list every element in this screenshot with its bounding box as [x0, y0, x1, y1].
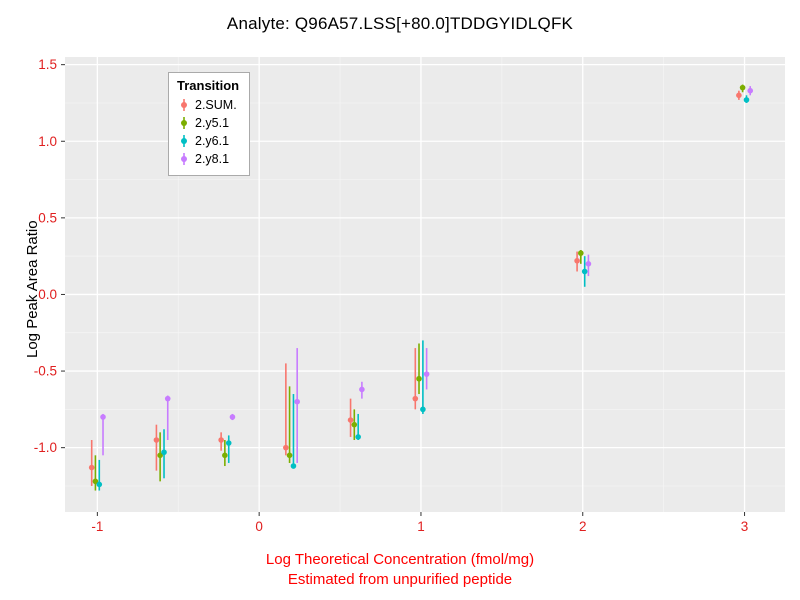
data-point [88, 464, 95, 471]
data-point [585, 261, 592, 267]
data-point [222, 452, 228, 459]
data-point [225, 440, 232, 446]
x-tick-label: 1 [417, 519, 425, 534]
data-point [161, 449, 167, 456]
data-point [423, 371, 430, 377]
legend-item: 2.y5.1 [177, 114, 239, 132]
legend-item: 2.y8.1 [177, 150, 239, 168]
legend-glyph [181, 135, 187, 147]
y-tick-label: -0.5 [34, 364, 57, 379]
data-point [747, 87, 754, 94]
legend-label: 2.y6.1 [195, 134, 230, 148]
data-point [420, 406, 426, 413]
y-tick-label: -1.0 [34, 440, 57, 455]
y-tick-label: 1.5 [38, 57, 57, 72]
data-point [743, 97, 750, 103]
legend-label: 2.SUM. [195, 98, 237, 112]
x-axis-sublabel: Estimated from unpurified peptide [287, 571, 513, 588]
data-point [157, 452, 163, 459]
data-point [294, 398, 300, 405]
legend-glyph [181, 153, 187, 165]
x-axis-label: Log Theoretical Concentration (fmol/mg) [265, 551, 535, 568]
legend-item: 2.y6.1 [177, 132, 239, 150]
y-tick-label: 0.5 [38, 210, 57, 225]
data-point [347, 417, 354, 423]
data-point [283, 444, 289, 451]
y-tick-label: 1.0 [38, 134, 57, 149]
x-tick-label: 2 [579, 519, 587, 534]
legend-item: 2.SUM. [177, 96, 239, 114]
data-point [218, 437, 224, 443]
x-tick-label: -1 [91, 519, 103, 534]
legend: Transition 2.SUM. 2.y5.1 2.y6.1 2.y8.1 [168, 72, 251, 176]
data-point [574, 257, 580, 264]
data-point [100, 414, 106, 420]
data-point [96, 481, 103, 488]
x-tick-label: 3 [741, 519, 749, 534]
data-point [412, 395, 419, 402]
data-point [581, 268, 588, 275]
data-point [355, 434, 361, 440]
x-tick-label: 0 [255, 519, 263, 534]
data-point [351, 421, 358, 428]
data-point [286, 452, 293, 459]
chart-title: Analyte: Q96A57.LSS[+80.0]TDDGYIDLQFK [226, 14, 574, 33]
legend-title: Transition [177, 78, 240, 93]
data-point [736, 92, 742, 99]
legend-label: 2.y8.1 [195, 152, 230, 166]
data-point [739, 84, 746, 91]
data-point [578, 250, 584, 256]
data-point [153, 437, 160, 443]
data-point [416, 375, 422, 382]
legend-glyph [181, 117, 187, 129]
legend-label: 2.y5.1 [195, 116, 230, 130]
legend-items: 2.SUM. 2.y5.1 2.y6.1 2.y8.1 [177, 96, 239, 168]
data-point [290, 463, 297, 469]
data-point [229, 414, 236, 420]
legend-glyph [181, 99, 187, 111]
data-point [92, 478, 99, 485]
y-tick-label: 0.0 [38, 287, 57, 302]
data-point [164, 395, 171, 402]
data-point [359, 386, 365, 393]
